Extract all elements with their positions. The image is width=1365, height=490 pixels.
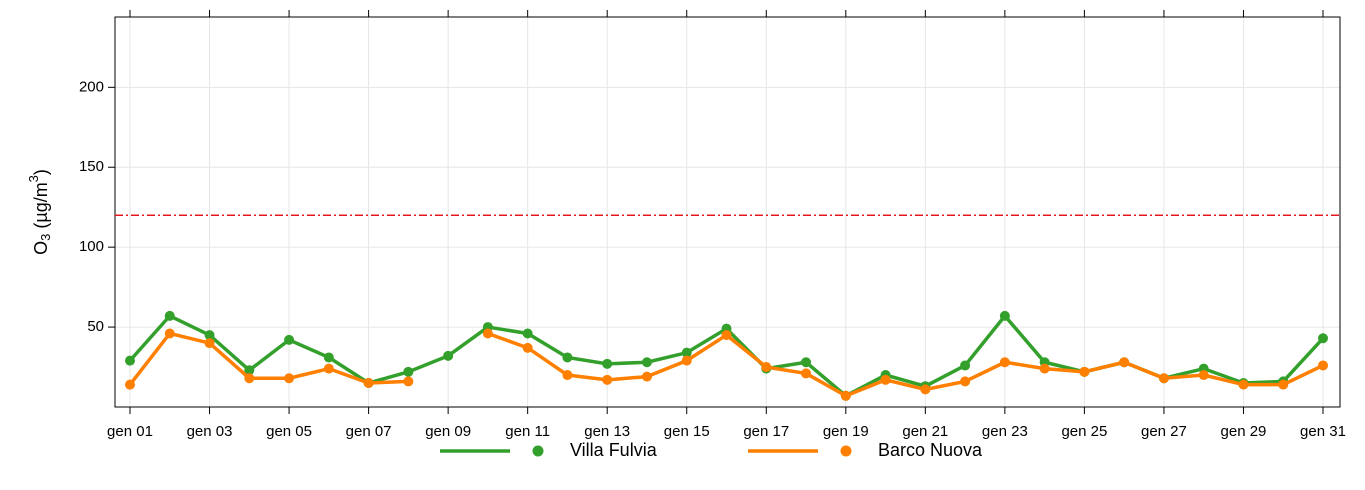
point bbox=[1238, 379, 1249, 390]
x-tick-label: gen 09 bbox=[425, 423, 471, 440]
point bbox=[164, 328, 175, 339]
x-tick-label: gen 11 bbox=[505, 423, 550, 440]
point bbox=[641, 357, 652, 368]
point bbox=[641, 371, 652, 382]
point bbox=[1039, 363, 1050, 374]
point bbox=[284, 373, 295, 384]
point bbox=[1198, 370, 1209, 381]
point bbox=[403, 366, 414, 377]
x-tick-label: gen 31 bbox=[1300, 423, 1346, 440]
point bbox=[602, 358, 613, 369]
point bbox=[403, 376, 414, 387]
point bbox=[1079, 366, 1090, 377]
legend-marker bbox=[840, 445, 852, 457]
x-tick-label: gen 19 bbox=[823, 423, 869, 440]
point bbox=[602, 374, 613, 385]
point bbox=[681, 355, 692, 366]
x-tick-label: gen 23 bbox=[982, 423, 1028, 440]
point bbox=[1278, 379, 1289, 390]
point bbox=[562, 370, 573, 381]
point bbox=[443, 350, 454, 361]
point bbox=[999, 357, 1010, 368]
point bbox=[681, 347, 692, 358]
y-label-mid: (µg/m bbox=[31, 182, 51, 233]
point bbox=[284, 334, 295, 345]
x-tick-label: gen 15 bbox=[664, 423, 710, 440]
point bbox=[562, 352, 573, 363]
point bbox=[801, 357, 812, 368]
y-label-sub: 3 bbox=[38, 234, 53, 241]
point bbox=[840, 390, 851, 401]
point bbox=[522, 328, 533, 339]
point bbox=[1318, 360, 1328, 371]
point bbox=[164, 310, 175, 321]
point bbox=[721, 330, 732, 341]
point bbox=[482, 328, 493, 339]
x-tick-label: gen 21 bbox=[902, 423, 948, 440]
point bbox=[244, 373, 255, 384]
x-tick-label: gen 29 bbox=[1221, 423, 1267, 440]
point bbox=[880, 374, 891, 385]
plot-frame bbox=[114, 16, 1341, 408]
point bbox=[960, 376, 971, 387]
point bbox=[204, 330, 215, 341]
point bbox=[960, 360, 971, 371]
x-tick-label: gen 05 bbox=[266, 423, 312, 440]
y-label-sup: 3 bbox=[26, 175, 41, 182]
point bbox=[920, 384, 931, 395]
point bbox=[323, 352, 334, 363]
point bbox=[1158, 373, 1169, 384]
legend-label: Barco Nuova bbox=[878, 440, 983, 460]
y-axis-label: O3 (µg/m3) bbox=[26, 169, 53, 255]
point bbox=[323, 363, 334, 374]
point bbox=[999, 310, 1010, 321]
point bbox=[761, 362, 772, 373]
point bbox=[204, 338, 215, 349]
y-tick-label: 150 bbox=[79, 158, 104, 175]
series-line bbox=[128, 331, 409, 386]
point bbox=[125, 379, 135, 390]
y-tick-label: 200 bbox=[79, 78, 104, 95]
x-tick-label: gen 01 bbox=[107, 423, 153, 440]
x-tick-label: gen 25 bbox=[1061, 423, 1107, 440]
point bbox=[1119, 357, 1130, 368]
point bbox=[363, 378, 374, 389]
point bbox=[125, 355, 135, 366]
legend-marker bbox=[532, 445, 544, 457]
point bbox=[522, 342, 533, 353]
x-tick-label: gen 03 bbox=[187, 423, 233, 440]
x-tick-label: gen 27 bbox=[1141, 423, 1187, 440]
y-label-end: ) bbox=[31, 169, 51, 175]
x-tick-label: gen 13 bbox=[584, 423, 630, 440]
point bbox=[801, 368, 812, 379]
x-tick-label: gen 07 bbox=[346, 423, 392, 440]
y-tick-label: 50 bbox=[87, 318, 104, 335]
y-label-main: O bbox=[31, 241, 51, 255]
legend-label: Villa Fulvia bbox=[570, 440, 658, 460]
x-tick-label: gen 17 bbox=[743, 423, 789, 440]
y-tick-label: 100 bbox=[79, 238, 104, 255]
point bbox=[244, 365, 255, 376]
point bbox=[1318, 333, 1328, 344]
series-line bbox=[487, 331, 1324, 398]
